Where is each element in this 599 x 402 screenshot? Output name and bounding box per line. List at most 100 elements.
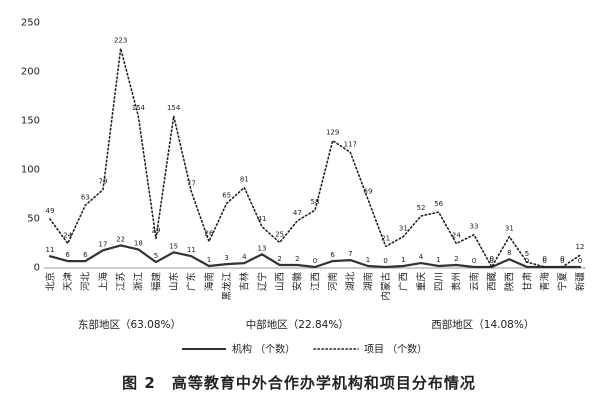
data-label-institutions: 1 [436, 256, 440, 264]
x-tick-label: 河北 [80, 272, 92, 292]
x-tick-label: 西藏 [486, 272, 498, 292]
data-label-institutions: 0 [313, 257, 317, 265]
data-label-institutions: 0 [489, 257, 493, 265]
x-tick-label: 湖南 [362, 272, 374, 291]
y-tick-label: 250 [21, 18, 40, 29]
region-label: 中部地区（22.84%） [246, 318, 349, 331]
data-label-projects: 154 [167, 104, 181, 112]
series-line-projects [49, 47, 581, 268]
data-label-institutions: 4 [419, 253, 424, 261]
data-label-projects: 5 [525, 250, 529, 258]
y-tick-label: 200 [21, 67, 40, 78]
data-label-projects: 49 [46, 207, 55, 215]
x-tick-label: 安徽 [292, 272, 304, 292]
x-tick-label: 甘肃 [521, 272, 533, 291]
data-label-projects: 24 [452, 231, 461, 239]
x-tick-label: 广西 [398, 272, 410, 291]
data-label-projects: 117 [344, 140, 357, 148]
data-label-institutions: 2 [277, 255, 281, 263]
data-label-projects: 129 [326, 129, 339, 137]
data-label-projects: 0 [489, 255, 493, 263]
x-tick-label: 江西 [310, 272, 321, 291]
x-tick-label: 陕西 [504, 272, 516, 291]
data-label-projects: 41 [258, 215, 267, 223]
data-label-institutions: 6 [330, 251, 335, 259]
data-label-projects: 24 [63, 231, 72, 239]
data-label-projects: 58 [311, 198, 320, 206]
x-tick-label: 吉林 [239, 272, 251, 292]
data-label-institutions: 8 [507, 249, 511, 257]
data-label-projects: 77 [187, 180, 196, 188]
series-line-institutions [48, 244, 582, 269]
x-tick-label: 内蒙古 [380, 272, 392, 301]
x-tick-label: 黑龙江 [221, 272, 233, 301]
data-label-institutions: 15 [169, 242, 178, 250]
y-axis: 0 50 100 150 200 250 [21, 18, 40, 274]
data-label-projects: 21 [381, 234, 390, 242]
data-label-institutions: 6 [65, 251, 70, 259]
legend: 机构 （个数） 项目 （个数） [182, 343, 427, 356]
data-label-institutions: 11 [187, 246, 196, 254]
x-tick-label: 重庆 [415, 272, 427, 292]
x-tick-label: 宁夏 [557, 272, 569, 292]
data-label-institutions: 6 [83, 251, 88, 259]
data-label-institutions: 4 [242, 253, 247, 261]
x-tick-label: 河南 [327, 272, 339, 291]
x-tick-label: 天津 [63, 272, 74, 292]
region-labels: 东部地区（63.08%） 中部地区（22.84%） 西部地区（14.08%） [78, 318, 534, 331]
data-label-institutions: 2 [454, 255, 458, 263]
data-label-projects: 65 [222, 191, 231, 199]
x-tick-label: 贵州 [451, 272, 463, 291]
data-label-projects: 0 [542, 255, 546, 263]
data-label-projects: 154 [132, 104, 146, 112]
data-label-institutions: 0 [560, 257, 564, 265]
figure-caption: 图 2 高等教育中外合作办学机构和项目分布情况 [122, 374, 476, 392]
data-label-projects: 25 [275, 231, 284, 239]
x-tick-label: 北京 [44, 272, 56, 291]
region-label: 西部地区（14.08%） [431, 318, 534, 331]
x-tick-label: 云南 [468, 272, 480, 291]
data-label-projects: 63 [81, 193, 90, 201]
data-label-institutions: 13 [258, 244, 267, 252]
x-tick-label: 青海 [539, 272, 551, 292]
x-tick-label: 上海 [97, 272, 109, 292]
x-tick-label: 四川 [434, 272, 445, 291]
data-label-institutions: 17 [99, 240, 108, 248]
data-label-projects: 29 [152, 227, 161, 235]
x-tick-label: 浙江 [133, 272, 145, 292]
data-label-projects: 223 [114, 36, 127, 44]
x-tick-label: 广东 [186, 272, 198, 291]
legend-label-projects: 项目 （个数） [364, 343, 427, 356]
legend-label-institutions: 机构 （个数） [232, 343, 295, 356]
region-label: 东部地区（63.08%） [78, 318, 181, 331]
x-tick-label: 山东 [168, 272, 180, 291]
data-label-institutions: 5 [154, 252, 158, 260]
data-label-projects: 52 [417, 204, 426, 212]
data-label-institutions: 1 [401, 256, 405, 264]
data-label-projects: 31 [399, 225, 408, 233]
x-tick-label: 福建 [150, 272, 162, 292]
data-label-projects: 47 [293, 209, 302, 217]
data-label-projects: 56 [434, 200, 443, 208]
data-label-institutions: 0 [525, 257, 529, 265]
data-label-institutions: 18 [134, 239, 143, 247]
data-label-institutions: 0 [578, 257, 582, 265]
y-tick-label: 100 [21, 165, 40, 176]
data-label-projects: 69 [364, 187, 373, 195]
x-tick-label: 山西 [275, 272, 286, 291]
data-label-institutions: 1 [207, 256, 211, 264]
y-tick-label: 50 [27, 214, 40, 225]
data-label-institutions: 11 [46, 246, 55, 254]
data-label-institutions: 22 [116, 235, 125, 243]
data-label-institutions: 1 [366, 256, 370, 264]
data-label-projects: 79 [99, 178, 108, 186]
data-label-projects: 0 [560, 255, 564, 263]
data-label-institutions: 0 [542, 257, 546, 265]
data-label-projects: 33 [470, 223, 479, 231]
data-label-projects: 12 [576, 243, 585, 251]
x-tick-label: 新疆 [574, 272, 586, 292]
data-label-institutions: 2 [295, 255, 299, 263]
data-label-projects: 26 [205, 230, 214, 238]
